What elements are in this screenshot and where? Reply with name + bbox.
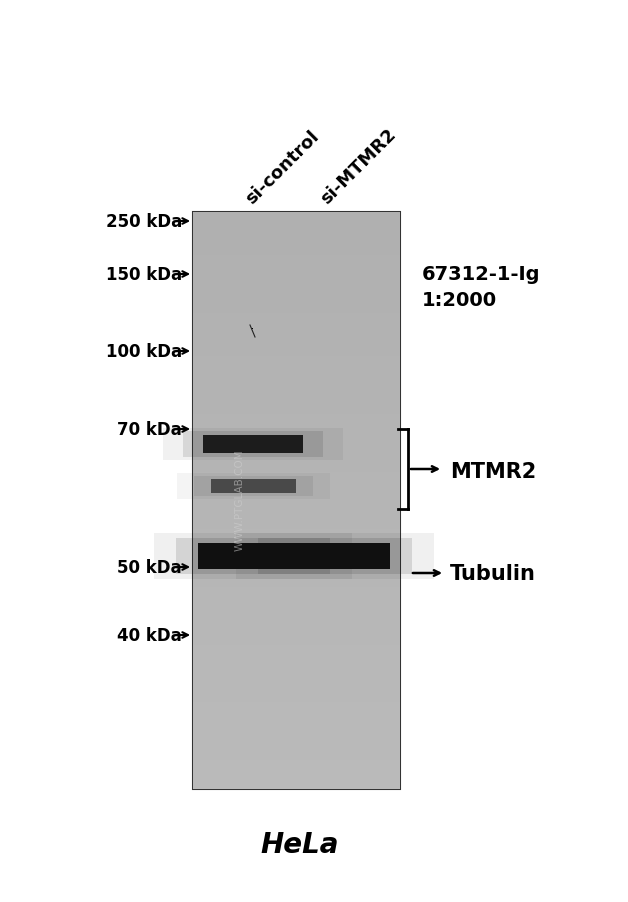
Bar [193,314,400,328]
Bar [176,538,330,575]
Text: MTMR2: MTMR2 [450,462,536,482]
Bar [193,372,400,386]
Bar [193,717,400,732]
Bar [193,645,400,659]
Bar [193,587,400,602]
Bar [193,674,400,688]
Bar [193,529,400,544]
Text: 40 kDa: 40 kDa [117,626,182,644]
Bar [193,457,400,472]
Bar [193,746,400,760]
Bar [193,357,400,372]
Bar [193,285,400,299]
Bar [193,400,400,415]
Text: HeLa: HeLa [261,830,339,858]
Bar [280,543,390,569]
Bar [193,472,400,486]
Bar [210,480,296,493]
Bar [183,432,323,457]
Bar [193,242,400,256]
Bar [193,271,400,285]
Bar [193,688,400,703]
Text: 150 kDa: 150 kDa [106,266,182,284]
Text: 250 kDa: 250 kDa [106,213,182,231]
Bar [193,343,400,357]
Bar [193,443,400,457]
Bar [193,256,400,271]
Bar [163,428,343,461]
Text: 70 kDa: 70 kDa [117,420,182,438]
Bar [193,775,400,789]
Bar [193,703,400,717]
Text: 50 kDa: 50 kDa [117,558,182,576]
Text: Tubulin: Tubulin [450,564,536,584]
Bar [193,415,400,428]
Bar [193,732,400,746]
Bar [203,436,303,454]
Bar [193,544,400,558]
Bar [193,213,400,789]
Bar [193,630,400,645]
Bar [193,428,400,443]
Text: WWW.PTGLAB.COM: WWW.PTGLAB.COM [235,448,245,550]
Bar [193,476,313,496]
Bar [193,227,400,242]
Bar [193,486,400,501]
Bar [193,213,400,227]
Bar [193,558,400,573]
Bar [176,474,330,499]
Bar [193,328,400,343]
Bar [258,538,412,575]
Bar [193,760,400,775]
Bar [198,543,308,569]
Bar [193,501,400,515]
Bar [236,533,434,580]
Text: si-MTMR2: si-MTMR2 [317,125,400,207]
Text: si-control: si-control [242,127,323,207]
Bar [154,533,352,580]
Bar [193,299,400,314]
Bar [193,515,400,529]
Text: 67312-1-Ig
1:2000: 67312-1-Ig 1:2000 [422,264,541,310]
Bar [193,386,400,400]
Bar [193,602,400,616]
Bar [193,616,400,630]
Bar [193,573,400,587]
Text: 100 kDa: 100 kDa [106,343,182,361]
Bar [193,659,400,674]
